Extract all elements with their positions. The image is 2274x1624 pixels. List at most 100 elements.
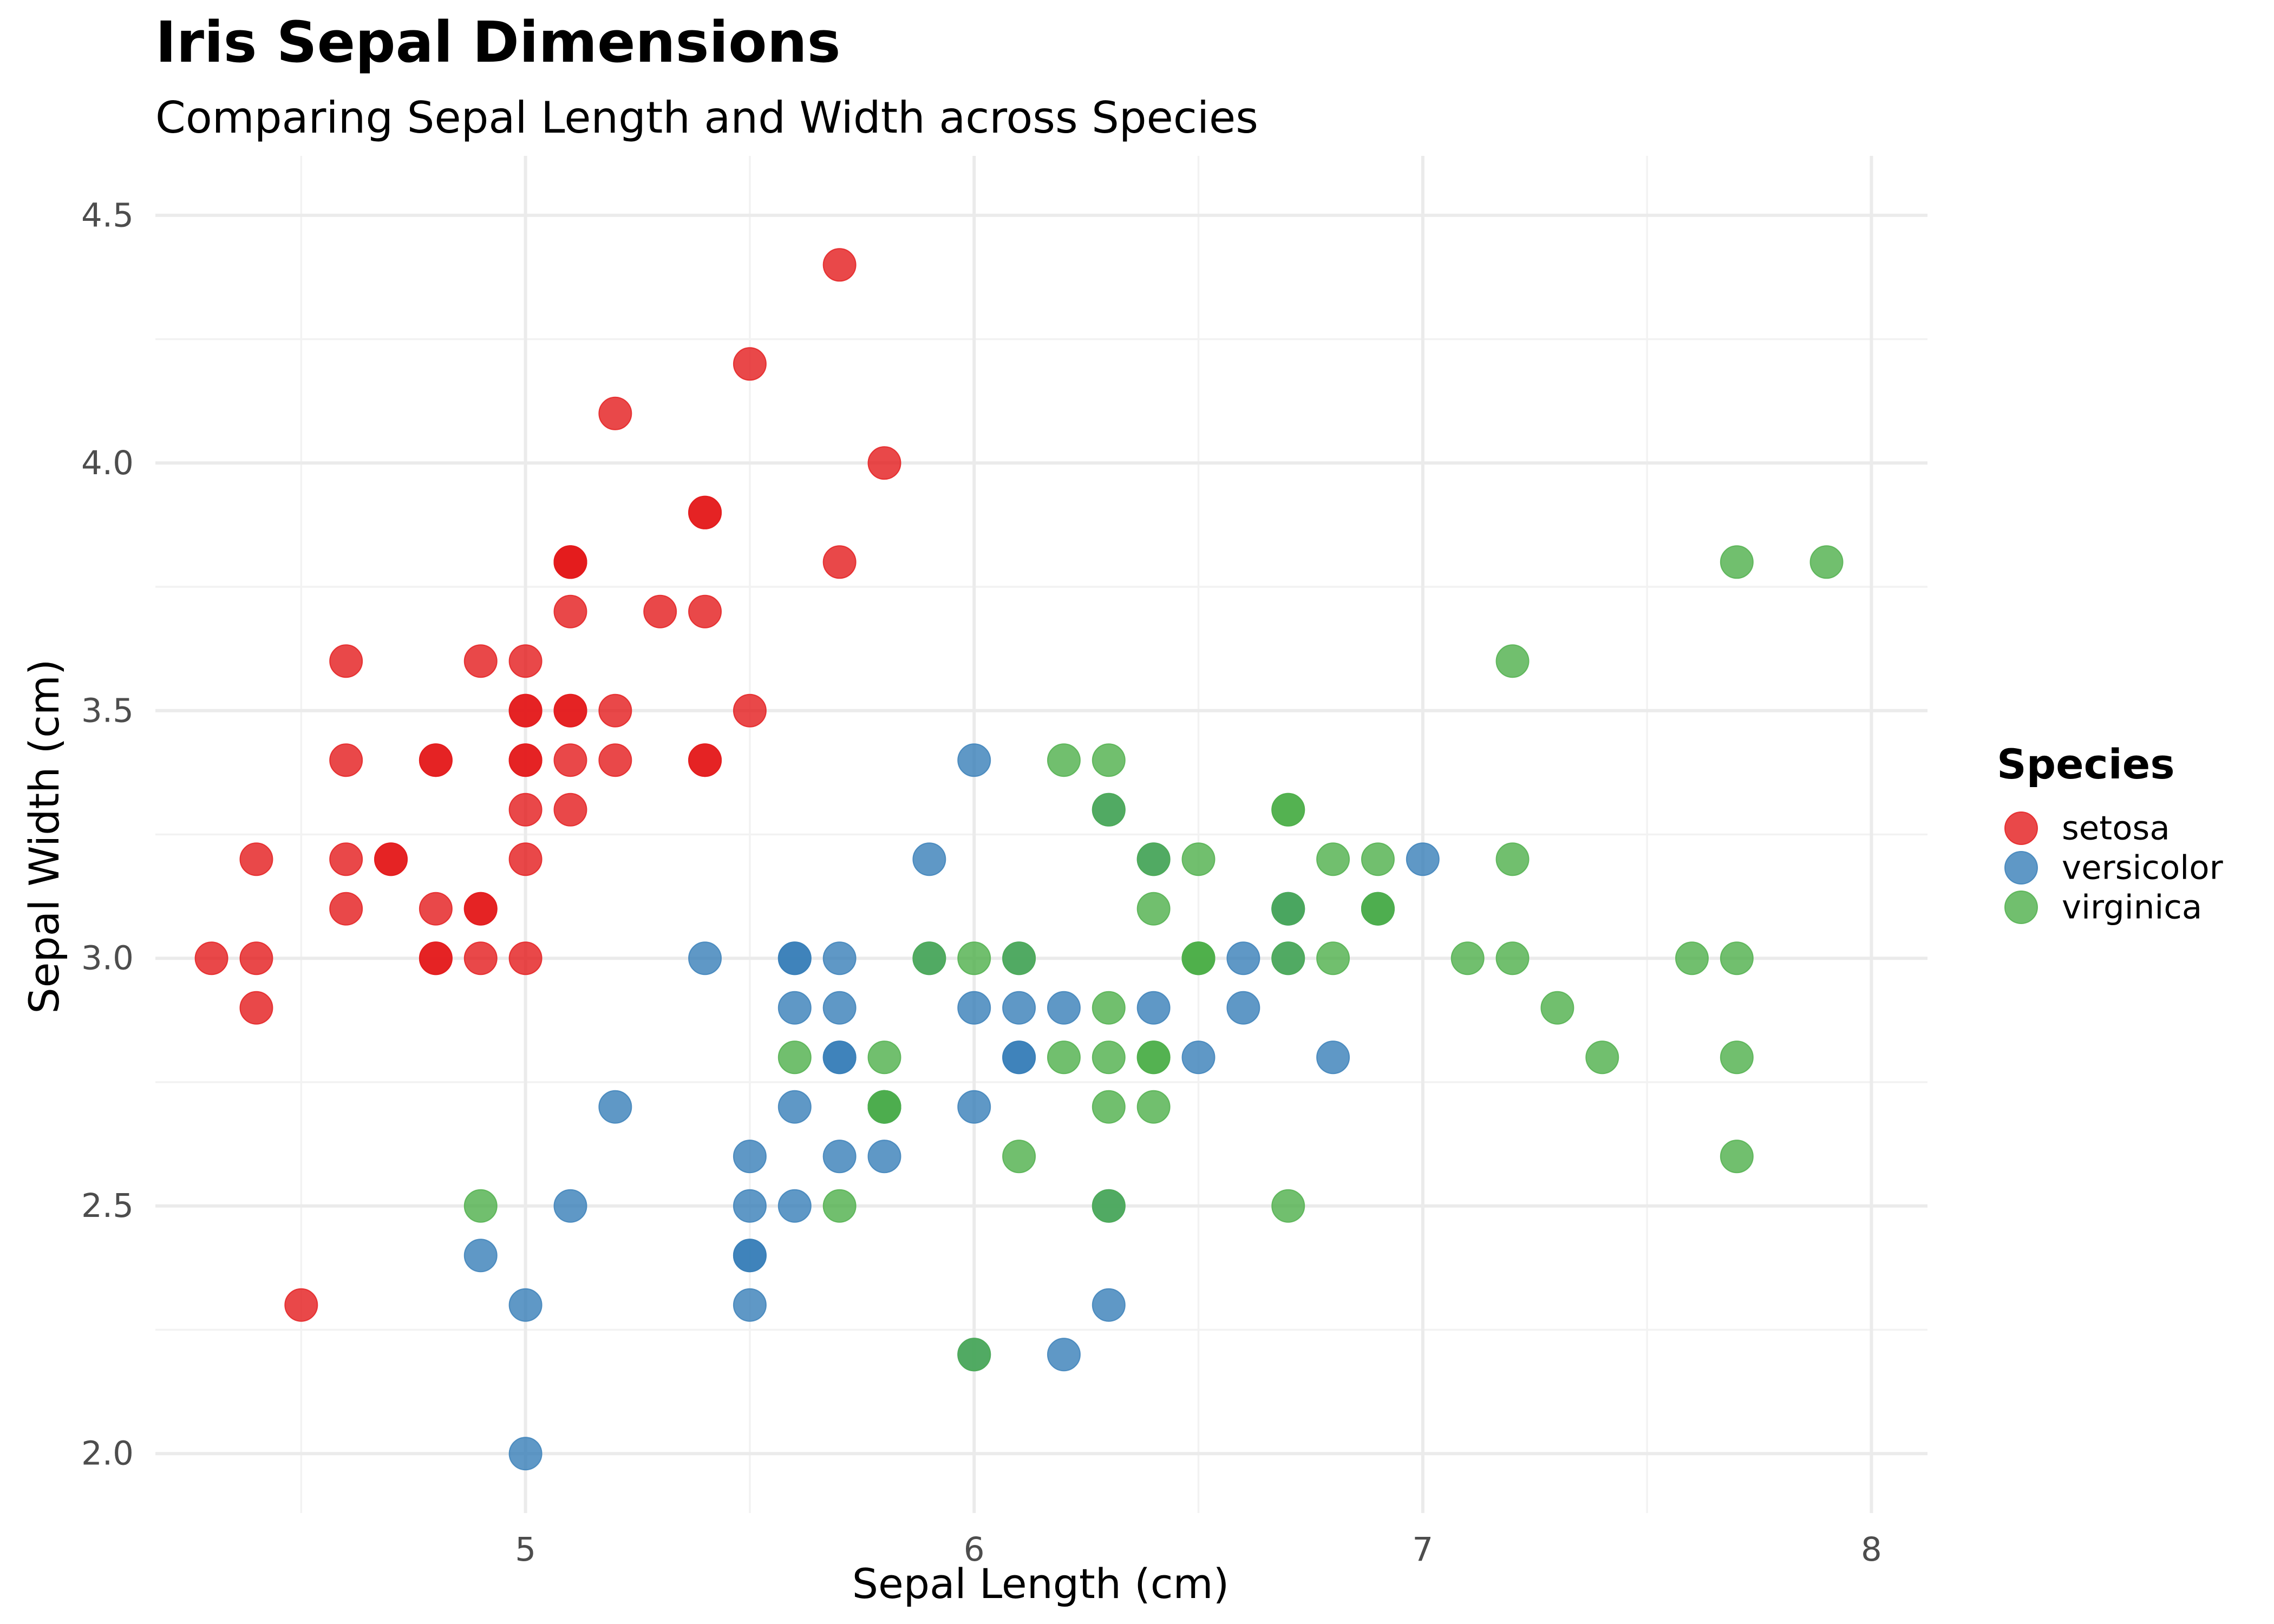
data-point-versicolor xyxy=(957,1090,991,1124)
y-tick-label: 2.0 xyxy=(81,1435,134,1473)
data-point-setosa xyxy=(463,941,498,975)
data-point-setosa xyxy=(867,446,901,480)
data-point-setosa xyxy=(329,892,363,926)
data-point-setosa xyxy=(643,594,677,628)
data-point-virginica xyxy=(1002,1140,1036,1174)
data-point-virginica xyxy=(1271,1189,1305,1223)
legend-label-versicolor: versicolor xyxy=(2062,849,2224,887)
data-point-setosa xyxy=(239,991,273,1025)
x-axis-title: Sepal Length (cm) xyxy=(852,1560,1230,1608)
data-point-virginica xyxy=(912,941,946,975)
data-point-virginica xyxy=(867,1040,901,1075)
data-point-setosa xyxy=(553,693,587,728)
data-point-setosa xyxy=(463,892,498,926)
data-point-versicolor xyxy=(1226,941,1260,975)
data-point-setosa xyxy=(598,743,632,777)
data-point-virginica xyxy=(1092,991,1126,1025)
data-point-versicolor xyxy=(867,1140,901,1174)
data-point-versicolor xyxy=(912,842,946,876)
data-point-setosa xyxy=(553,545,587,579)
data-point-virginica xyxy=(1271,793,1305,827)
data-point-virginica xyxy=(1136,1090,1171,1124)
data-point-virginica xyxy=(1450,941,1485,975)
data-point-versicolor xyxy=(508,1437,543,1471)
data-point-versicolor xyxy=(1002,991,1036,1025)
data-point-versicolor xyxy=(508,1288,543,1322)
y-tick-label: 3.5 xyxy=(81,691,134,730)
data-point-versicolor xyxy=(1047,1338,1081,1372)
data-point-setosa xyxy=(419,941,453,975)
data-point-versicolor xyxy=(777,1090,812,1124)
data-point-virginica xyxy=(1809,545,1844,579)
data-point-virginica xyxy=(1271,941,1305,975)
data-point-versicolor xyxy=(1136,991,1171,1025)
data-point-setosa xyxy=(284,1288,318,1322)
data-point-virginica xyxy=(1092,1040,1126,1075)
data-point-setosa xyxy=(822,545,857,579)
legend-title: Species xyxy=(1997,740,2175,788)
data-point-virginica xyxy=(1002,941,1036,975)
data-point-virginica xyxy=(1092,1189,1126,1223)
y-tick-label: 3.0 xyxy=(81,939,134,978)
data-point-setosa xyxy=(239,842,273,876)
chart-title: Iris Sepal Dimensions xyxy=(155,9,841,75)
data-point-virginica xyxy=(1361,892,1395,926)
data-point-versicolor xyxy=(957,743,991,777)
legend-item-versicolor: versicolor xyxy=(2004,849,2224,887)
data-point-virginica xyxy=(463,1189,498,1223)
data-point-virginica xyxy=(1136,892,1171,926)
data-point-virginica xyxy=(867,1090,901,1124)
data-point-virginica xyxy=(1092,793,1126,827)
data-point-setosa xyxy=(419,892,453,926)
legend-label-virginica: virginica xyxy=(2062,888,2202,927)
legend-key-setosa xyxy=(2004,811,2038,845)
data-point-setosa xyxy=(822,248,857,282)
data-point-virginica xyxy=(822,1189,857,1223)
x-tick-label: 6 xyxy=(964,1530,985,1569)
chart-subtitle: Comparing Sepal Length and Width across … xyxy=(155,93,1258,143)
data-point-virginica xyxy=(1092,1090,1126,1124)
data-point-setosa xyxy=(508,941,543,975)
data-point-virginica xyxy=(1271,892,1305,926)
data-point-virginica xyxy=(1316,941,1350,975)
legend-item-setosa: setosa xyxy=(2004,809,2170,848)
legend-label-setosa: setosa xyxy=(2062,809,2170,848)
data-point-virginica xyxy=(1720,1040,1754,1075)
data-point-setosa xyxy=(553,793,587,827)
data-point-versicolor xyxy=(1316,1040,1350,1075)
data-point-versicolor xyxy=(822,1040,857,1075)
y-axis-ticks: 2.0 2.5 3.0 3.5 4.0 4.5 xyxy=(81,196,134,1472)
x-axis-ticks: 5 6 7 8 xyxy=(515,1530,1882,1569)
data-point-virginica xyxy=(1136,1040,1171,1075)
data-point-setosa xyxy=(688,743,722,777)
data-point-virginica xyxy=(1585,1040,1619,1075)
data-point-virginica xyxy=(1720,1140,1754,1174)
data-point-virginica xyxy=(957,941,991,975)
data-point-versicolor xyxy=(822,941,857,975)
data-point-versicolor xyxy=(957,991,991,1025)
data-point-setosa xyxy=(508,743,543,777)
data-point-setosa xyxy=(688,495,722,529)
y-tick-label: 2.5 xyxy=(81,1187,134,1225)
data-point-setosa xyxy=(733,347,767,381)
data-point-versicolor xyxy=(777,941,812,975)
data-point-versicolor xyxy=(777,991,812,1025)
data-point-virginica xyxy=(1181,842,1216,876)
data-point-versicolor xyxy=(1047,991,1081,1025)
data-point-versicolor xyxy=(1002,1040,1036,1075)
data-point-versicolor xyxy=(733,1239,767,1273)
data-point-setosa xyxy=(508,693,543,728)
major-gridlines xyxy=(155,156,1927,1513)
data-point-versicolor xyxy=(733,1189,767,1223)
data-point-virginica xyxy=(957,1338,991,1372)
data-point-virginica xyxy=(1540,991,1574,1025)
data-point-virginica xyxy=(1092,743,1126,777)
y-tick-label: 4.0 xyxy=(81,444,134,482)
data-point-setosa xyxy=(688,594,722,628)
data-point-versicolor xyxy=(553,1189,587,1223)
data-point-setosa xyxy=(508,793,543,827)
